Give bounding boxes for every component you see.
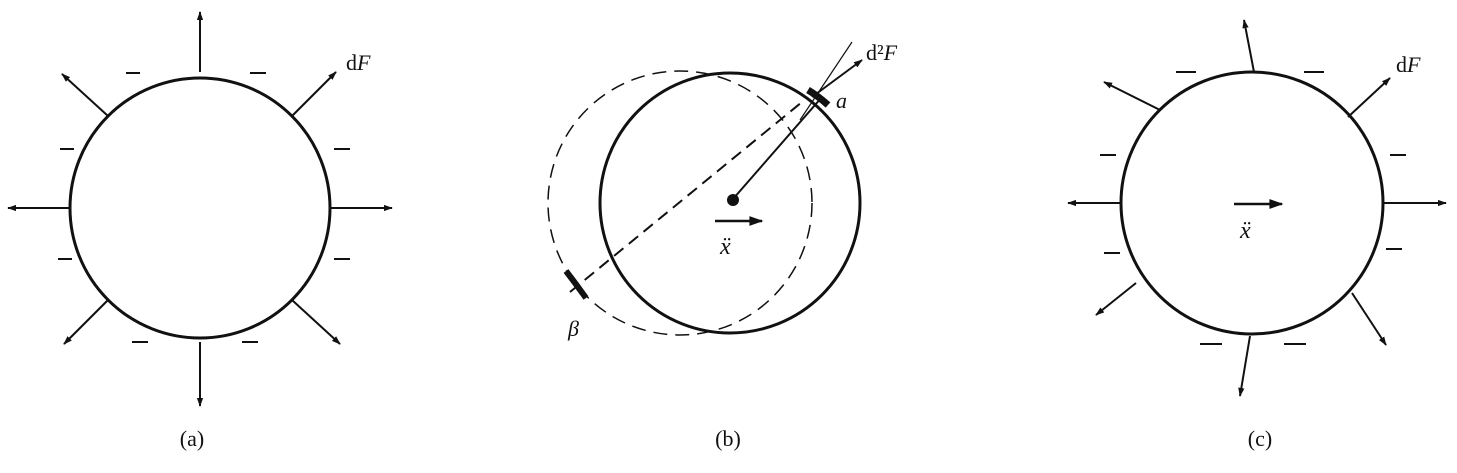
sphere-b [598,71,862,335]
surface-element-a [806,86,831,108]
pressure-marks-a [58,72,350,343]
arrow-c-downright [1351,292,1387,346]
arrow-a-downright [291,299,341,345]
accel-label-b: ẍ [719,234,731,260]
point-label-a: a [836,88,847,113]
arrow-a-downleft [63,299,109,345]
panel-b: d²F a β ẍ (b) [547,40,898,451]
caption-c: (c) [1248,426,1272,451]
pressure-marks-c [1100,71,1406,345]
pressure-arrows-a [7,11,393,407]
arrow-c-down [1238,335,1251,397]
accel-label-c: ẍ [1239,218,1251,244]
force-label-c: dF [1396,52,1421,77]
arrow-c-up [1242,19,1255,73]
arrow-c-upleft [1103,81,1161,111]
sphere-b-displaced [547,70,813,336]
arrow-c-upright [1347,77,1391,118]
point-label-beta: β [567,316,579,341]
panel-c: ẍ dF (c) [1067,19,1447,451]
surface-element-beta [563,269,589,300]
sphere-a [68,76,332,340]
panel-a: dF (a) [7,11,393,451]
center-dot-b [727,194,739,206]
force-arrow-b [811,59,863,98]
force-label-a: dF [346,50,371,75]
arrow-a-upright [291,71,337,117]
surface-normal-line [799,41,853,121]
chord-dashed [569,101,803,293]
caption-b: (b) [715,426,741,451]
force-label-b: d²F [866,40,898,65]
radius-line [732,96,823,200]
arrow-a-upleft [61,73,109,117]
arrow-c-downleft [1095,282,1137,316]
caption-a: (a) [180,426,204,451]
pressure-arrows-c [1067,19,1447,397]
